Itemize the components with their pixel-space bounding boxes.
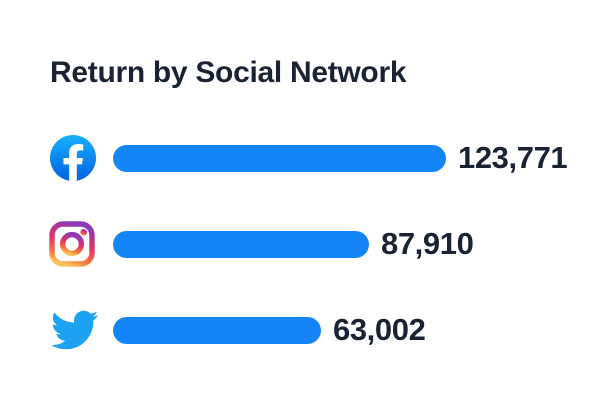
facebook-bar — [113, 144, 446, 172]
facebook-icon — [50, 135, 96, 181]
bar-row-twitter: 63,002 — [44, 302, 578, 358]
twitter-value: 63,002 — [333, 312, 426, 347]
bar-row-facebook: 123,771 — [44, 130, 578, 186]
instagram-icon-cell — [44, 219, 113, 269]
instagram-bar — [113, 230, 369, 258]
instagram-icon — [49, 221, 95, 267]
instagram-value: 87,910 — [381, 226, 474, 261]
twitter-icon — [50, 310, 99, 350]
chart-title: Return by Social Network — [50, 56, 407, 89]
bar-rows: 123,771 — [44, 130, 578, 358]
twitter-icon-cell — [44, 305, 113, 355]
bar-row-instagram: 87,910 — [44, 216, 578, 272]
facebook-icon-cell — [44, 135, 113, 181]
twitter-bar — [113, 316, 321, 344]
facebook-value: 123,771 — [458, 140, 568, 175]
